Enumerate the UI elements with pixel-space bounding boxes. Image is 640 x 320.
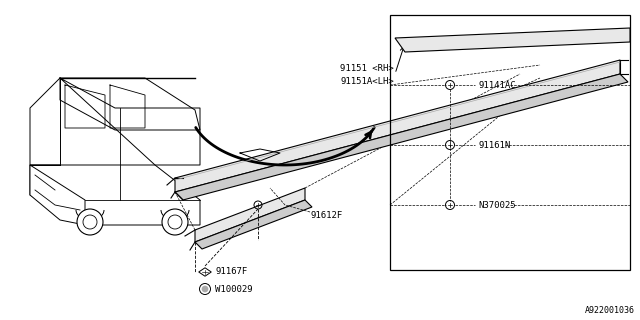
Polygon shape [30,165,85,225]
Circle shape [168,215,182,229]
Polygon shape [30,165,200,225]
Text: W100029: W100029 [215,284,253,293]
Text: N370025: N370025 [478,201,516,210]
Polygon shape [195,188,305,242]
Polygon shape [175,60,620,192]
Text: 91141AC: 91141AC [478,81,516,90]
Text: 91151A<LH>: 91151A<LH> [340,76,394,85]
Polygon shape [198,268,211,276]
Circle shape [83,215,97,229]
Bar [390,15,630,270]
Text: 91167F: 91167F [215,268,247,276]
Circle shape [77,209,103,235]
Text: 91161N: 91161N [478,140,510,149]
Polygon shape [60,78,200,130]
Polygon shape [195,200,312,249]
Circle shape [202,286,208,292]
Text: 91151 <RH>: 91151 <RH> [340,63,394,73]
Text: A922001036: A922001036 [585,306,635,315]
Text: 91612F: 91612F [310,211,342,220]
Polygon shape [395,28,630,52]
Polygon shape [175,74,628,200]
Circle shape [162,209,188,235]
